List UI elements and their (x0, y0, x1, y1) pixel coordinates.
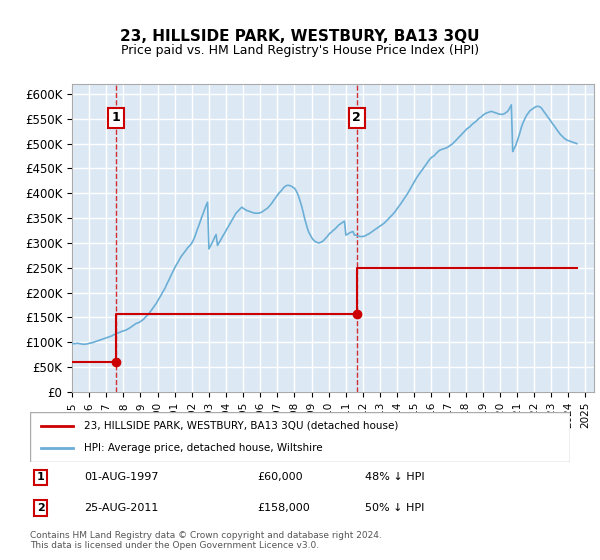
Text: 01-AUG-1997: 01-AUG-1997 (84, 473, 158, 482)
Text: 48% ↓ HPI: 48% ↓ HPI (365, 473, 424, 482)
Text: 1: 1 (112, 111, 121, 124)
Text: £60,000: £60,000 (257, 473, 302, 482)
Text: 25-AUG-2011: 25-AUG-2011 (84, 503, 158, 513)
Text: Contains HM Land Registry data © Crown copyright and database right 2024.
This d: Contains HM Land Registry data © Crown c… (30, 531, 382, 550)
Text: 2: 2 (37, 503, 44, 513)
Text: 23, HILLSIDE PARK, WESTBURY, BA13 3QU (detached house): 23, HILLSIDE PARK, WESTBURY, BA13 3QU (d… (84, 421, 398, 431)
Text: Price paid vs. HM Land Registry's House Price Index (HPI): Price paid vs. HM Land Registry's House … (121, 44, 479, 57)
Text: £158,000: £158,000 (257, 503, 310, 513)
Text: 50% ↓ HPI: 50% ↓ HPI (365, 503, 424, 513)
Text: 23, HILLSIDE PARK, WESTBURY, BA13 3QU: 23, HILLSIDE PARK, WESTBURY, BA13 3QU (120, 29, 480, 44)
Text: 2: 2 (352, 111, 361, 124)
Text: 1: 1 (37, 473, 44, 482)
FancyBboxPatch shape (30, 412, 570, 462)
Text: HPI: Average price, detached house, Wiltshire: HPI: Average price, detached house, Wilt… (84, 443, 323, 453)
